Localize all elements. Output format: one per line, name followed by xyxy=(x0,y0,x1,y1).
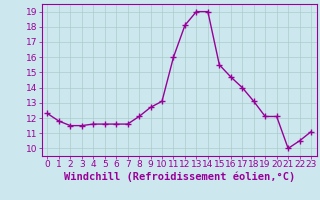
X-axis label: Windchill (Refroidissement éolien,°C): Windchill (Refroidissement éolien,°C) xyxy=(64,172,295,182)
